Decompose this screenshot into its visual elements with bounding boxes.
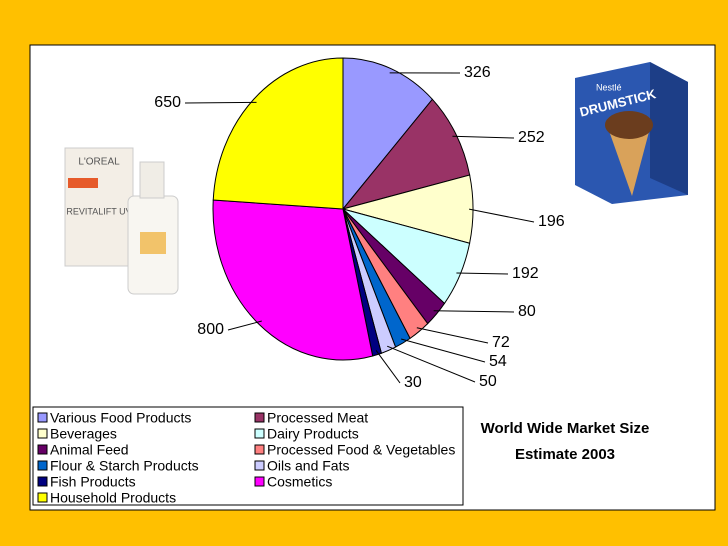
image-text: Nestlé [596, 82, 622, 92]
legend-swatch [254, 428, 265, 439]
data-label: 196 [538, 213, 565, 230]
chart-title: World Wide Market Size Estimate 2003 [480, 420, 650, 463]
legend-label: Various Food Products [50, 410, 191, 426]
product-image-right: Nestlé DRUMSTICK [575, 62, 688, 204]
data-label: 54 [489, 353, 507, 370]
data-label: 80 [518, 303, 536, 320]
legend-swatch [37, 428, 48, 439]
legend-swatch [254, 460, 265, 471]
legend [32, 406, 464, 506]
data-label: 326 [464, 64, 491, 81]
leader-line [433, 310, 515, 313]
legend-swatch [37, 492, 48, 503]
data-label: 50 [479, 373, 497, 390]
leader-line [184, 101, 257, 104]
legend-label: Cosmetics [267, 474, 332, 490]
legend-swatch [37, 460, 48, 471]
data-label: 800 [197, 321, 224, 338]
legend-label: Oils and Fats [267, 458, 349, 474]
legend-label: Processed Meat [267, 410, 368, 426]
legend-swatch [37, 476, 48, 487]
leader-line [469, 208, 535, 223]
legend-swatch [254, 412, 265, 423]
image-text: REVITALIFT UV [66, 206, 131, 216]
leader-line [387, 345, 476, 383]
legend-swatch [254, 444, 265, 455]
leader-line [400, 338, 486, 363]
legend-swatch [254, 476, 265, 487]
legend-swatch [37, 444, 48, 455]
data-label: 650 [154, 94, 181, 111]
leader-line [375, 350, 401, 384]
pie-slice [212, 199, 374, 361]
legend-label: Animal Feed [50, 442, 129, 458]
legend-label: Flour & Starch Products [50, 458, 199, 474]
leader-line [456, 272, 509, 275]
legend-label: Fish Products [50, 474, 136, 490]
legend-label: Dairy Products [267, 426, 359, 442]
legend-label: Household Products [50, 490, 176, 506]
data-label: 30 [404, 374, 422, 391]
legend-swatch [37, 412, 48, 423]
pie-slice [212, 57, 344, 210]
pie-slice [341, 98, 471, 210]
product-image-left: L'OREAL REVITALIFT UV [64, 147, 179, 295]
leader-line [227, 320, 262, 331]
legend-label: Beverages [50, 426, 117, 442]
image-text: L'OREAL [78, 157, 120, 168]
data-label: 252 [518, 129, 545, 146]
legend-label: Processed Food & Vegetables [267, 442, 455, 458]
data-label: 72 [492, 334, 510, 351]
pie-slice [342, 57, 434, 211]
leader-line [452, 135, 515, 139]
leader-line [416, 327, 489, 344]
data-label: 192 [512, 265, 539, 282]
